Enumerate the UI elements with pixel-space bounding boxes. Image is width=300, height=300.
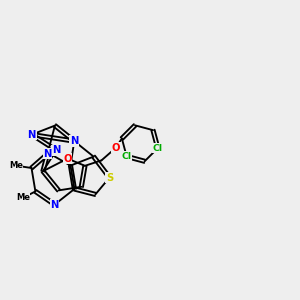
Text: N: N [52, 145, 61, 155]
Text: Cl: Cl [153, 144, 163, 153]
Text: N: N [28, 130, 36, 140]
Text: N: N [43, 149, 52, 159]
Text: Cl: Cl [122, 152, 132, 161]
Text: N: N [50, 200, 59, 210]
Text: S: S [106, 172, 113, 183]
Text: O: O [112, 143, 120, 153]
Text: Me: Me [16, 194, 30, 202]
Text: O: O [63, 154, 72, 164]
Text: N: N [70, 136, 78, 146]
Text: Me: Me [9, 161, 23, 170]
